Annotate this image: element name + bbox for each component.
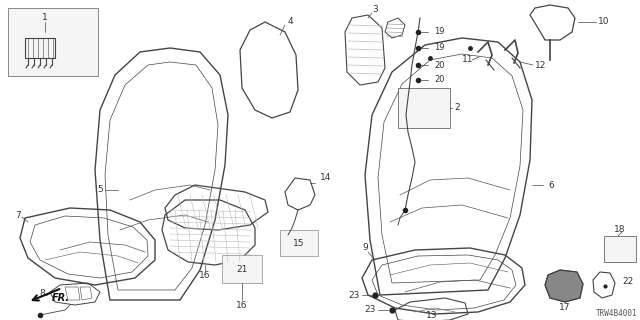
Text: 22: 22: [622, 277, 633, 286]
Text: 1: 1: [42, 13, 48, 22]
Bar: [398, 88, 450, 128]
Text: 16: 16: [236, 301, 248, 310]
Text: FR.: FR.: [52, 293, 70, 303]
Text: 20: 20: [434, 60, 445, 69]
Text: 4: 4: [287, 18, 293, 27]
Text: 5: 5: [97, 186, 103, 195]
Text: 9: 9: [362, 244, 368, 252]
Text: 12: 12: [535, 60, 547, 69]
Text: 3: 3: [372, 5, 378, 14]
Text: 19: 19: [434, 44, 445, 52]
Text: TRW4B4001: TRW4B4001: [596, 309, 638, 318]
Text: 7: 7: [15, 211, 21, 220]
Text: 15: 15: [293, 238, 305, 247]
Bar: [8, 8, 98, 76]
Text: 21: 21: [236, 265, 248, 274]
Text: 14: 14: [320, 173, 332, 182]
Text: 20: 20: [434, 76, 445, 84]
Text: 2: 2: [454, 103, 460, 113]
Text: 10: 10: [598, 18, 609, 27]
Bar: [604, 236, 636, 262]
Bar: [222, 255, 262, 283]
Text: 13: 13: [426, 310, 438, 319]
Text: 18: 18: [614, 226, 625, 235]
Text: 23: 23: [365, 306, 376, 315]
Text: 23: 23: [349, 291, 360, 300]
Text: 19: 19: [434, 28, 445, 36]
Bar: [280, 230, 318, 256]
Text: 17: 17: [559, 303, 571, 313]
Polygon shape: [545, 270, 583, 302]
Text: 11: 11: [462, 55, 474, 65]
Text: 8: 8: [39, 290, 45, 299]
Text: 16: 16: [199, 270, 211, 279]
Text: 6: 6: [548, 180, 554, 189]
